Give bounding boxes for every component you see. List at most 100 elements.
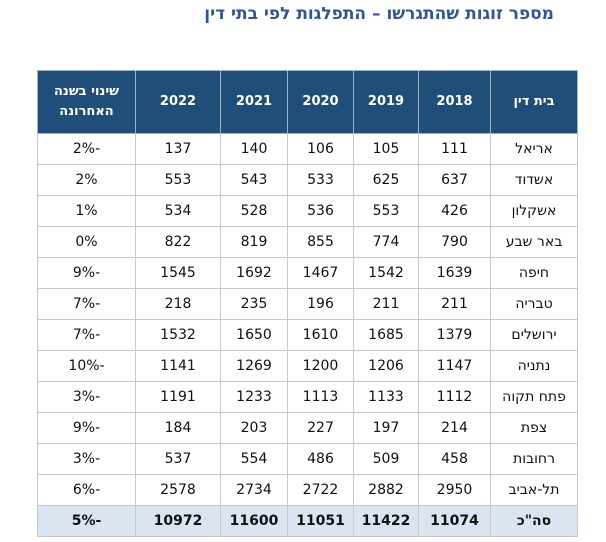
cell: 1147: [418, 350, 491, 382]
header-cell: 2019: [353, 70, 419, 134]
cell: -7%: [37, 288, 136, 320]
cell: 1467: [287, 257, 354, 289]
cell: 553: [135, 164, 221, 196]
cell: 486: [287, 443, 354, 475]
cell: 625: [353, 164, 419, 196]
cell: 554: [220, 443, 288, 475]
cell: 1133: [353, 381, 419, 413]
cell: 855: [287, 226, 354, 258]
cell: 1112: [418, 381, 491, 413]
total-cell: 11051: [287, 505, 354, 537]
cell: 105: [353, 133, 419, 165]
title: מספר זוגות שהתגרשו – התפלגות לפי בתי דין: [204, 4, 554, 24]
cell: 543: [220, 164, 288, 196]
cell: 2734: [220, 474, 288, 506]
table-body: אריאל 111 105 106 140 137 -2% אשדוד 637 625 533 543…: [37, 133, 578, 537]
cell: 534: [135, 195, 221, 227]
total-cell: -5%: [37, 505, 136, 537]
cell: 1650: [220, 319, 288, 351]
cell: 774: [353, 226, 419, 258]
header-line: שינוי בשנה: [54, 84, 119, 99]
cell: 1206: [353, 350, 419, 382]
cell: -9%: [37, 257, 136, 289]
cell: 2950: [418, 474, 491, 506]
cell: 140: [220, 133, 288, 165]
header-cell: בית דין: [490, 70, 578, 134]
cell: 1113: [287, 381, 354, 413]
cell: 211: [418, 288, 491, 320]
table-row: אשקלון 426 553 536 528 534 1%: [37, 195, 578, 227]
table-row: פתח תקוה 1112 1133 1113 1233 1191 -3%: [37, 381, 578, 413]
cell: 1%: [37, 195, 136, 227]
header-cell: 2020: [287, 70, 354, 134]
cell: 2722: [287, 474, 354, 506]
cell: 214: [418, 412, 491, 444]
cell: 537: [135, 443, 221, 475]
table-row: טבריה 211 211 196 235 218 -7%: [37, 288, 578, 320]
cell: -7%: [37, 319, 136, 351]
cell: 0%: [37, 226, 136, 258]
cell: 509: [353, 443, 419, 475]
header-cell: 2018: [418, 70, 491, 134]
cell: 1610: [287, 319, 354, 351]
table-row: תל-אביב 2950 2882 2722 2734 2578 -6%: [37, 474, 578, 506]
cell: 822: [135, 226, 221, 258]
cell: 1692: [220, 257, 288, 289]
cell: 790: [418, 226, 491, 258]
table-row: באר שבע 790 774 855 819 822 0%: [37, 226, 578, 258]
total-cell: 11074: [418, 505, 491, 537]
cell: 536: [287, 195, 354, 227]
total-cell: 10972: [135, 505, 221, 537]
total-cell: סה"כ: [490, 505, 578, 537]
cell: 137: [135, 133, 221, 165]
cell: 1269: [220, 350, 288, 382]
table-row: אשדוד 637 625 533 543 553 2%: [37, 164, 578, 196]
cell: 1542: [353, 257, 419, 289]
header-cell: 2021: [220, 70, 288, 134]
cell: -2%: [37, 133, 136, 165]
court-name: אשקלון: [490, 195, 578, 227]
court-name: תל-אביב: [490, 474, 578, 506]
court-name: אשדוד: [490, 164, 578, 196]
court-name: רחובות: [490, 443, 578, 475]
header-row: בית דין 2018 2019 2020 2021 2022 שינוי בשנה האח…: [37, 70, 578, 134]
header-cell: שינוי בשנה האחרונה: [37, 70, 136, 134]
cell: 426: [418, 195, 491, 227]
cell: -9%: [37, 412, 136, 444]
divorce-table: בית דין 2018 2019 2020 2021 2022 שינוי בשנה האח…: [37, 70, 578, 537]
table-row: נתניה 1147 1206 1200 1269 1141 -10%: [37, 350, 578, 382]
total-row: סה"כ 11074 11422 11051 11600 10972 -5%: [37, 505, 578, 537]
cell: -6%: [37, 474, 136, 506]
total-cell: 11422: [353, 505, 419, 537]
cell: 111: [418, 133, 491, 165]
cell: -3%: [37, 443, 136, 475]
cell: 235: [220, 288, 288, 320]
court-name: חיפה: [490, 257, 578, 289]
court-name: באר שבע: [490, 226, 578, 258]
court-name: נתניה: [490, 350, 578, 382]
cell: 218: [135, 288, 221, 320]
court-name: אריאל: [490, 133, 578, 165]
court-name: פתח תקוה: [490, 381, 578, 413]
cell: 106: [287, 133, 354, 165]
cell: 184: [135, 412, 221, 444]
cell: 533: [287, 164, 354, 196]
cell: 227: [287, 412, 354, 444]
cell: 1379: [418, 319, 491, 351]
cell: 197: [353, 412, 419, 444]
court-name: ירושלים: [490, 319, 578, 351]
cell: 2578: [135, 474, 221, 506]
cell: 196: [287, 288, 354, 320]
cell: 553: [353, 195, 419, 227]
table-row: רחובות 458 509 486 554 537 -3%: [37, 443, 578, 475]
table-row: חיפה 1639 1542 1467 1692 1545 -9%: [37, 257, 578, 289]
cell: 203: [220, 412, 288, 444]
cell: 211: [353, 288, 419, 320]
table-row: ירושלים 1379 1685 1610 1650 1532 -7%: [37, 319, 578, 351]
cell: 1685: [353, 319, 419, 351]
cell: 1200: [287, 350, 354, 382]
cell: 2%: [37, 164, 136, 196]
court-name: טבריה: [490, 288, 578, 320]
cell: -10%: [37, 350, 136, 382]
table-row: צפת 214 197 227 203 184 -9%: [37, 412, 578, 444]
